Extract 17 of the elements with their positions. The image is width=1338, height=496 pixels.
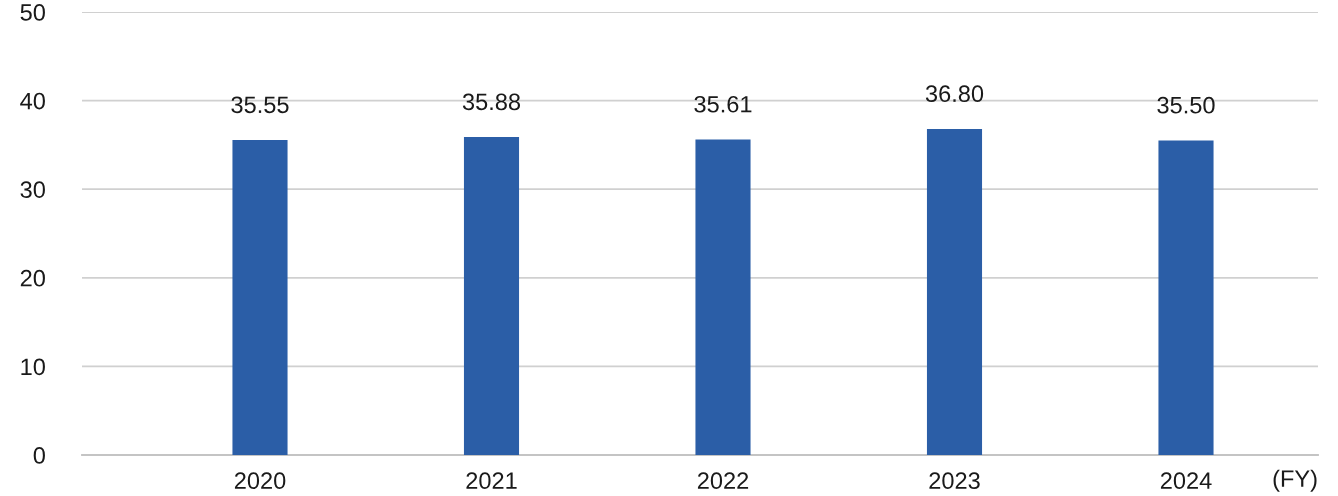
data-label: 35.61 [694, 95, 752, 113]
y-tick-label: 10 [21, 358, 45, 376]
y-tick-label: 30 [20, 181, 45, 198]
y-tick-label: 40 [20, 92, 45, 110]
x-tick-label: 2023 [929, 472, 980, 490]
x-tick-label: 2021 [466, 472, 517, 490]
y-tick-label: 0 [33, 447, 45, 464]
x-axis-title: (FY) [1273, 469, 1317, 492]
data-label: 35.88 [462, 93, 521, 111]
x-tick-label: 2020 [234, 472, 286, 490]
data-label: 36.80 [925, 85, 984, 103]
x-tick-label: 2024 [1160, 472, 1212, 490]
x-tick-label: 2022 [697, 472, 749, 490]
data-label: 35.55 [231, 96, 289, 114]
y-tick-label: 20 [20, 269, 45, 287]
y-tick-label: 50 [20, 4, 45, 21]
data-label: 35.50 [1157, 96, 1215, 114]
